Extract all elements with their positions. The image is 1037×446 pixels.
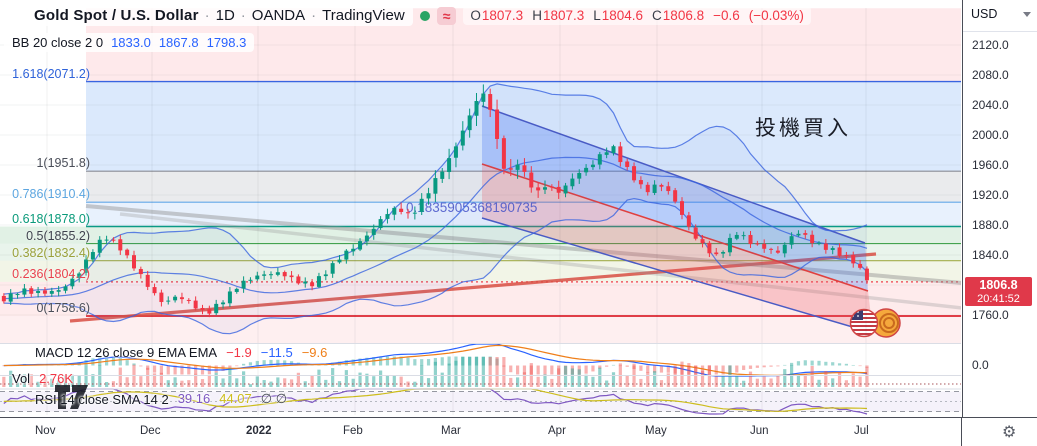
- price-axis-label: 2000.0: [972, 128, 1009, 142]
- fib-level-label: 0.382(1832.4): [12, 245, 90, 260]
- price-scale[interactable]: USD 2120.0 2080.0 2040.0 2000.0 1960.0 1920.0…: [962, 0, 1037, 417]
- low-label: L: [593, 8, 601, 23]
- low-value: 1804.6: [601, 8, 644, 23]
- indicator-value: ∅ ∅: [260, 391, 288, 406]
- symbol-logo-icons: [849, 308, 901, 338]
- macd-legend[interactable]: MACD 12 26 close 9 EMA EMA −1.9 −11.5 −9.6: [35, 345, 336, 360]
- price-axis-label: 1880.0: [972, 218, 1009, 232]
- indicator-value: −9.6: [301, 345, 328, 360]
- price-axis-label: 1760.0: [972, 308, 1009, 322]
- bb-name[interactable]: BB 20 close 2 0: [12, 35, 104, 50]
- open-value: 1807.3: [481, 8, 524, 23]
- volume-value: 2.76K: [39, 371, 74, 386]
- time-axis-label: May: [645, 425, 667, 437]
- separator: ·: [311, 7, 317, 24]
- open-label: O: [470, 8, 481, 23]
- bb-lower-value: 1798.3: [206, 35, 247, 50]
- high-value: 1807.3: [542, 8, 585, 23]
- indicator-value: −1.9: [226, 345, 252, 360]
- symbol-legend[interactable]: Gold Spot / U.S. Dollar · 1D · OANDA · T…: [26, 5, 811, 26]
- change-percent: (−0.03%): [748, 8, 804, 23]
- drawing-value-watermark: 0.1835905368190735: [406, 200, 537, 215]
- bb-indicator-legend[interactable]: BB 20 close 2 0 1833.0 1867.8 1798.3: [4, 33, 255, 52]
- close-value: 1806.8: [662, 8, 705, 23]
- currency-selector[interactable]: USD: [971, 7, 998, 21]
- time-axis-label: Nov: [35, 425, 56, 437]
- symbol-name[interactable]: Gold Spot / U.S. Dollar: [34, 7, 199, 24]
- macd-zero-label: 0.0: [972, 358, 989, 372]
- price-axis-label: 2120.0: [972, 38, 1009, 52]
- bar-countdown: 20:41:52: [977, 292, 1020, 305]
- time-axis-label: Jun: [750, 425, 769, 437]
- rsi-legend[interactable]: RSI 14 close SMA 14 2 39.16 44.07 ∅ ∅: [35, 391, 296, 407]
- approx-price-icon: ≈: [436, 6, 457, 25]
- fib-level-label: 1.618(2071.2): [12, 66, 90, 81]
- bb-basis-value: 1833.0: [111, 35, 151, 50]
- brand-label: TradingView: [322, 7, 405, 24]
- symbol-title[interactable]: Gold Spot / U.S. Dollar · 1D · OANDA · T…: [26, 5, 413, 26]
- market-open-icon: [419, 10, 430, 21]
- indicator-value: 39.16: [177, 391, 211, 406]
- candlestick-series: [1, 84, 869, 318]
- price-axis-label: 1960.0: [972, 158, 1009, 172]
- volume-name[interactable]: Vol: [12, 371, 31, 386]
- time-axis-label: Feb: [343, 425, 363, 437]
- ohlc-values: O1807.3 H1807.3 L1804.6 C1806.8 −0.6 (−0…: [463, 6, 811, 25]
- price-axis-label: 2040.0: [972, 98, 1009, 112]
- fib-level-label: 0.786(1910.4): [12, 187, 90, 202]
- time-axis-label: Jul: [854, 425, 869, 437]
- macd-name[interactable]: MACD 12 26 close 9 EMA EMA: [35, 345, 218, 360]
- indicator-value: 44.07: [219, 391, 252, 406]
- rsi-values: 39.16 44.07 ∅ ∅: [178, 391, 296, 407]
- interval-label[interactable]: 1D: [215, 7, 235, 24]
- time-axis-label: Mar: [441, 425, 461, 437]
- rsi-name[interactable]: RSI 14 close SMA 14 2: [35, 391, 169, 407]
- volume-legend[interactable]: Vol 2.76K: [12, 371, 73, 386]
- change-value: −0.6: [713, 8, 740, 23]
- axis-divider: [961, 418, 962, 446]
- price-axis-label: 2080.0: [972, 68, 1009, 82]
- tradingview-logo-icon: [55, 385, 88, 409]
- time-axis-label: Apr: [548, 425, 566, 437]
- fib-level-label: 0.236(1804.2): [12, 266, 90, 281]
- price-axis-label: 1920.0: [972, 188, 1009, 202]
- macd-values: −1.9 −11.5 −9.6: [226, 345, 336, 360]
- close-label: C: [652, 8, 662, 23]
- fib-level-label: 0(1758.6): [36, 301, 90, 316]
- separator: ·: [240, 7, 246, 24]
- last-price-badge: 1806.8 20:41:52: [965, 277, 1032, 306]
- indicator-value: −11.5: [260, 345, 293, 360]
- gear-icon[interactable]: ⚙: [1002, 424, 1017, 441]
- last-price: 1806.8: [979, 278, 1018, 292]
- fib-level-label: 0.618(1878.0): [12, 211, 90, 226]
- fib-level-label: 1(1951.8): [36, 156, 90, 171]
- chevron-down-icon[interactable]: [1023, 11, 1032, 17]
- fib-level-label: 0.5(1855.2): [26, 228, 90, 243]
- time-axis-label: 2022: [246, 425, 272, 437]
- high-label: H: [532, 8, 542, 23]
- separator: ·: [204, 7, 210, 24]
- axis-divider: [963, 31, 1037, 32]
- exchange-label: OANDA: [251, 7, 306, 24]
- time-scale[interactable]: Nov Dec 2022 Feb Mar Apr May Jun Jul ⚙: [0, 417, 1037, 446]
- price-axis-label: 1840.0: [972, 248, 1009, 262]
- bb-upper-value: 1867.8: [158, 35, 199, 50]
- text-annotation: 投機買入: [755, 117, 851, 140]
- time-axis-label: Dec: [140, 425, 161, 437]
